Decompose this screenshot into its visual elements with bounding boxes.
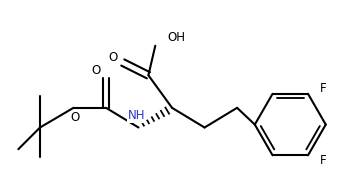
Text: O: O bbox=[92, 64, 101, 77]
Text: NH: NH bbox=[128, 109, 145, 122]
Text: O: O bbox=[71, 111, 80, 124]
Text: F: F bbox=[320, 154, 327, 167]
Text: O: O bbox=[108, 51, 118, 64]
Text: OH: OH bbox=[167, 31, 185, 44]
Text: F: F bbox=[320, 82, 327, 95]
